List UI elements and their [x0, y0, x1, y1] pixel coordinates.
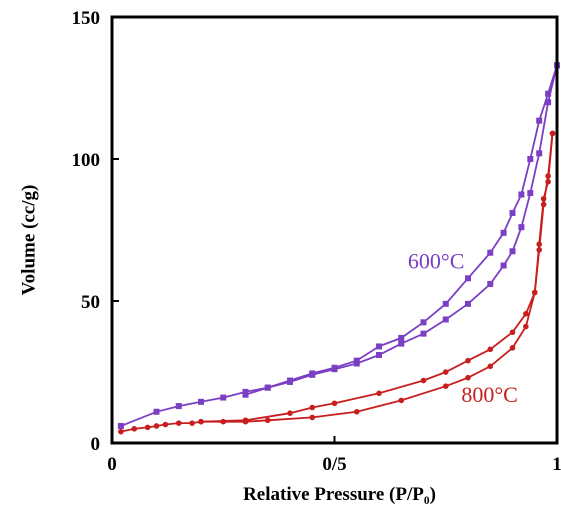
data-point-600c	[518, 191, 525, 198]
data-point-600c	[376, 343, 382, 350]
data-point-600c	[536, 117, 543, 124]
data-point-800c	[264, 417, 271, 424]
data-point-800c	[175, 420, 182, 426]
data-point-800c	[131, 426, 138, 432]
y-tick-label: 50	[81, 292, 100, 313]
data-point-800c	[353, 408, 360, 415]
y-axis-title: Volume (cc/g)	[18, 185, 39, 296]
data-point-800c	[487, 363, 494, 370]
data-point-600c	[117, 422, 124, 429]
data-point-600c	[353, 357, 360, 364]
data-point-600c	[500, 262, 507, 269]
data-point-600c	[398, 340, 405, 347]
data-point-800c	[309, 404, 316, 411]
data-point-800c	[509, 329, 516, 336]
data-point-800c	[549, 130, 556, 137]
series-layer	[117, 62, 560, 435]
data-point-800c	[331, 400, 338, 407]
data-point-600c	[545, 90, 552, 97]
data-point-800c	[442, 369, 449, 375]
data-point-600c	[465, 300, 471, 307]
data-point-800c	[531, 289, 538, 296]
data-point-600c	[518, 224, 525, 231]
data-point-800c	[420, 377, 427, 384]
y-tick-label: 100	[72, 150, 101, 171]
data-point-600c	[536, 150, 543, 157]
x-axis-title: Relative Pressure (P/P₀)	[243, 484, 436, 505]
series-line-600c-adsorption	[120, 65, 558, 427]
x-tick-label: 0	[107, 454, 117, 475]
data-point-600c	[175, 403, 182, 410]
data-point-800c	[487, 346, 494, 353]
data-point-600c	[153, 408, 160, 415]
data-point-800c	[189, 420, 195, 426]
data-point-600c	[331, 364, 338, 371]
data-point-600c	[527, 156, 534, 162]
data-point-800c	[442, 383, 449, 390]
data-point-800c	[545, 173, 551, 179]
data-point-800c	[540, 201, 547, 208]
data-point-600c	[420, 330, 427, 337]
data-point-800c	[465, 357, 471, 364]
data-point-800c	[242, 417, 249, 424]
y-tick-label: 150	[72, 8, 101, 29]
data-point-600c	[442, 300, 449, 307]
data-point-800c	[287, 410, 293, 416]
data-point-800c	[144, 424, 151, 431]
data-point-600c	[220, 394, 227, 401]
data-point-800c	[536, 247, 542, 253]
data-point-600c	[465, 275, 471, 282]
data-point-800c	[509, 345, 516, 351]
data-point-800c	[523, 310, 529, 317]
data-point-600c	[527, 190, 534, 197]
data-point-800c	[376, 390, 382, 397]
data-point-800c	[162, 421, 169, 428]
data-point-600c	[545, 99, 552, 106]
data-point-800c	[398, 397, 405, 404]
data-point-600c	[264, 384, 271, 391]
data-point-600c	[420, 319, 427, 326]
data-point-600c	[442, 316, 449, 323]
data-point-600c	[309, 370, 316, 377]
data-point-800c	[523, 323, 529, 330]
data-point-600c	[376, 351, 382, 358]
x-tick-label: 0/5	[322, 454, 346, 475]
data-point-600c	[500, 229, 507, 236]
data-point-600c	[198, 398, 204, 405]
series-label-800c: 800°C	[461, 382, 517, 407]
x-tick-label: 1	[552, 454, 561, 475]
data-point-800c	[153, 423, 160, 429]
series-label-600c: 600°C	[408, 248, 464, 273]
data-point-600c	[509, 248, 516, 255]
data-point-600c	[242, 391, 249, 398]
data-point-800c	[118, 428, 124, 435]
data-point-800c	[465, 374, 471, 381]
data-point-800c	[198, 418, 204, 425]
y-tick-label: 0	[91, 434, 101, 455]
data-point-600c	[287, 377, 293, 384]
data-point-600c	[487, 280, 494, 287]
data-point-600c	[398, 334, 405, 341]
data-point-800c	[309, 414, 316, 421]
ticks-layer: 0 50 100 150 0 0/5 1	[72, 8, 561, 475]
data-point-600c	[487, 249, 494, 256]
data-point-600c	[509, 209, 516, 216]
